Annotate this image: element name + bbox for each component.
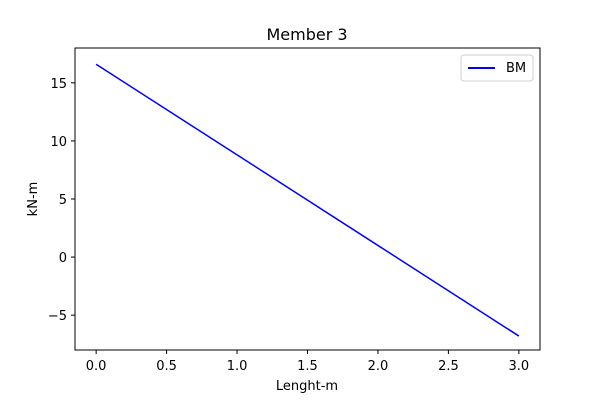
x-tick-label: 2.0	[368, 359, 389, 374]
y-axis-label: kN-m	[26, 182, 41, 217]
x-tick-label: 1.5	[297, 359, 318, 374]
x-tick-label: 2.5	[438, 359, 459, 374]
legend-box	[460, 54, 534, 82]
y-tick-label: 15	[50, 77, 67, 92]
x-axis: 0.0 0.5 1.0 1.5 2.0 2.5 3.0	[86, 350, 529, 374]
y-tick-label: 0	[59, 251, 67, 266]
x-tick-label: 0.0	[86, 359, 107, 374]
y-axis: −5 0 5 10 15	[48, 77, 75, 324]
series-line-bm	[95, 63, 520, 337]
legend-label-bm: BM	[506, 61, 526, 76]
x-tick-label: 1.0	[227, 359, 248, 374]
series-layer	[95, 63, 520, 337]
x-tick-label: 0.5	[156, 359, 177, 374]
y-tick-label: 5	[59, 193, 67, 208]
x-tick-label: 3.0	[509, 359, 530, 374]
x-axis-label: Lenght-m	[276, 379, 338, 394]
y-tick-label: 10	[50, 135, 67, 150]
y-tick-label: −5	[48, 309, 67, 324]
chart-title: Member 3	[266, 25, 347, 44]
legend: BM	[460, 54, 534, 82]
